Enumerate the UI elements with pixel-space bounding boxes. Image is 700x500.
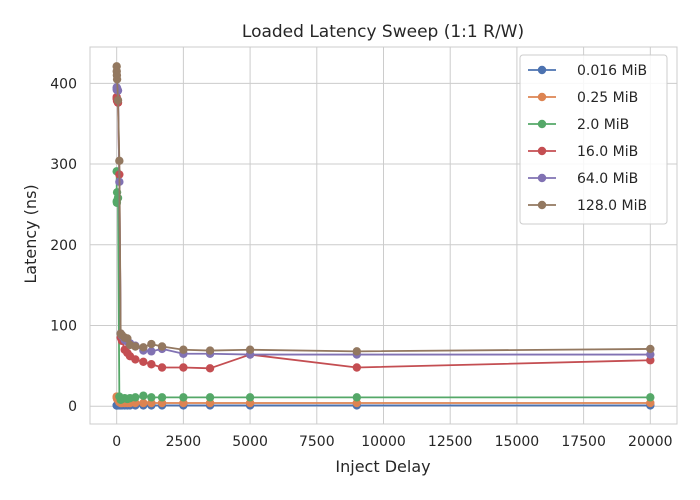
y-tick-label: 400: [50, 76, 77, 92]
legend-item: 64.0 MiB: [528, 171, 638, 187]
legend-box: [519, 54, 668, 225]
legend-item: 16.0 MiB: [528, 144, 638, 160]
y-axis-ticks: 0 100 200 300 400: [50, 76, 77, 415]
data-point: [179, 363, 188, 372]
x-tick-label: 7500: [299, 434, 335, 450]
y-axis-label: Latency (ns): [21, 184, 40, 283]
data-point: [157, 363, 167, 372]
y-tick-label: 100: [50, 319, 77, 335]
legend-label: 2.0 MiB: [577, 117, 629, 133]
legend-label: 128.0 MiB: [577, 198, 647, 214]
data-point: [113, 96, 123, 105]
legend-swatch-marker: [537, 119, 547, 129]
x-tick-label: 5000: [232, 434, 268, 450]
x-tick-label: 0: [112, 434, 121, 450]
legend-item: 0.25 MiB: [528, 90, 638, 106]
data-point: [131, 355, 140, 364]
legend-item: 2.0 MiB: [528, 117, 629, 133]
y-tick-label: 300: [50, 157, 77, 173]
legend-label: 16.0 MiB: [577, 144, 638, 160]
y-tick-label: 0: [68, 399, 77, 415]
data-point: [131, 393, 140, 402]
data-point: [139, 398, 148, 408]
data-point: [205, 346, 215, 355]
chart-title: Loaded Latency Sweep (1:1 R/W): [242, 22, 524, 42]
data-point: [205, 393, 215, 402]
legend-items: 0.016 MiB 0.25 MiB 2.0 MiB 16.0 MiB 64.0 MiB…: [528, 63, 647, 214]
legend-swatch-marker: [537, 92, 547, 102]
legend-label: 64.0 MiB: [577, 171, 638, 187]
data-point: [205, 364, 215, 373]
data-point: [139, 391, 148, 400]
x-tick-label: 17500: [561, 434, 606, 450]
legend-item: 0.016 MiB: [528, 63, 647, 79]
x-tick-label: 15000: [495, 434, 540, 450]
series-6: [112, 62, 655, 356]
data-point: [112, 75, 122, 84]
data-point: [245, 345, 255, 354]
legend-swatch-marker: [537, 173, 547, 183]
data-point: [147, 339, 156, 349]
data-point: [147, 393, 156, 402]
data-point: [157, 342, 167, 351]
x-axis-ticks: 0 2500 5000 7500 10000 12500 15000 17500 20000: [112, 434, 672, 450]
data-point: [179, 345, 188, 354]
plot-frame: [89, 46, 678, 425]
data-point: [352, 347, 362, 356]
data-point: [179, 393, 188, 402]
y-tick-label: 200: [50, 238, 77, 254]
legend-swatch-marker: [537, 65, 547, 75]
data-point: [123, 334, 132, 343]
data-point: [139, 343, 148, 352]
data-point: [646, 344, 655, 354]
data-point: [157, 393, 167, 402]
x-tick-label: 12500: [428, 434, 473, 450]
legend-label: 0.016 MiB: [577, 63, 647, 79]
legend-label: 0.25 MiB: [577, 90, 638, 106]
data-point: [352, 393, 362, 402]
data-point: [245, 393, 255, 402]
x-tick-label: 20000: [628, 434, 673, 450]
data-point: [115, 156, 124, 166]
data-point: [139, 357, 148, 367]
data-point: [113, 193, 123, 203]
legend: 0.016 MiB 0.25 MiB 2.0 MiB 16.0 MiB 64.0 MiB…: [519, 54, 668, 225]
data-point: [352, 363, 362, 372]
x-tick-label: 2500: [166, 434, 202, 450]
data-point: [131, 342, 140, 351]
series-layer: [112, 62, 655, 410]
legend-swatch-marker: [537, 200, 547, 210]
data-point: [646, 393, 655, 402]
x-axis-label: Inject Delay: [335, 457, 430, 476]
legend-item: 128.0 MiB: [528, 198, 647, 214]
x-tick-label: 10000: [361, 434, 406, 450]
legend-swatch-marker: [537, 146, 547, 156]
data-point: [147, 360, 156, 369]
data-point: [147, 347, 156, 356]
